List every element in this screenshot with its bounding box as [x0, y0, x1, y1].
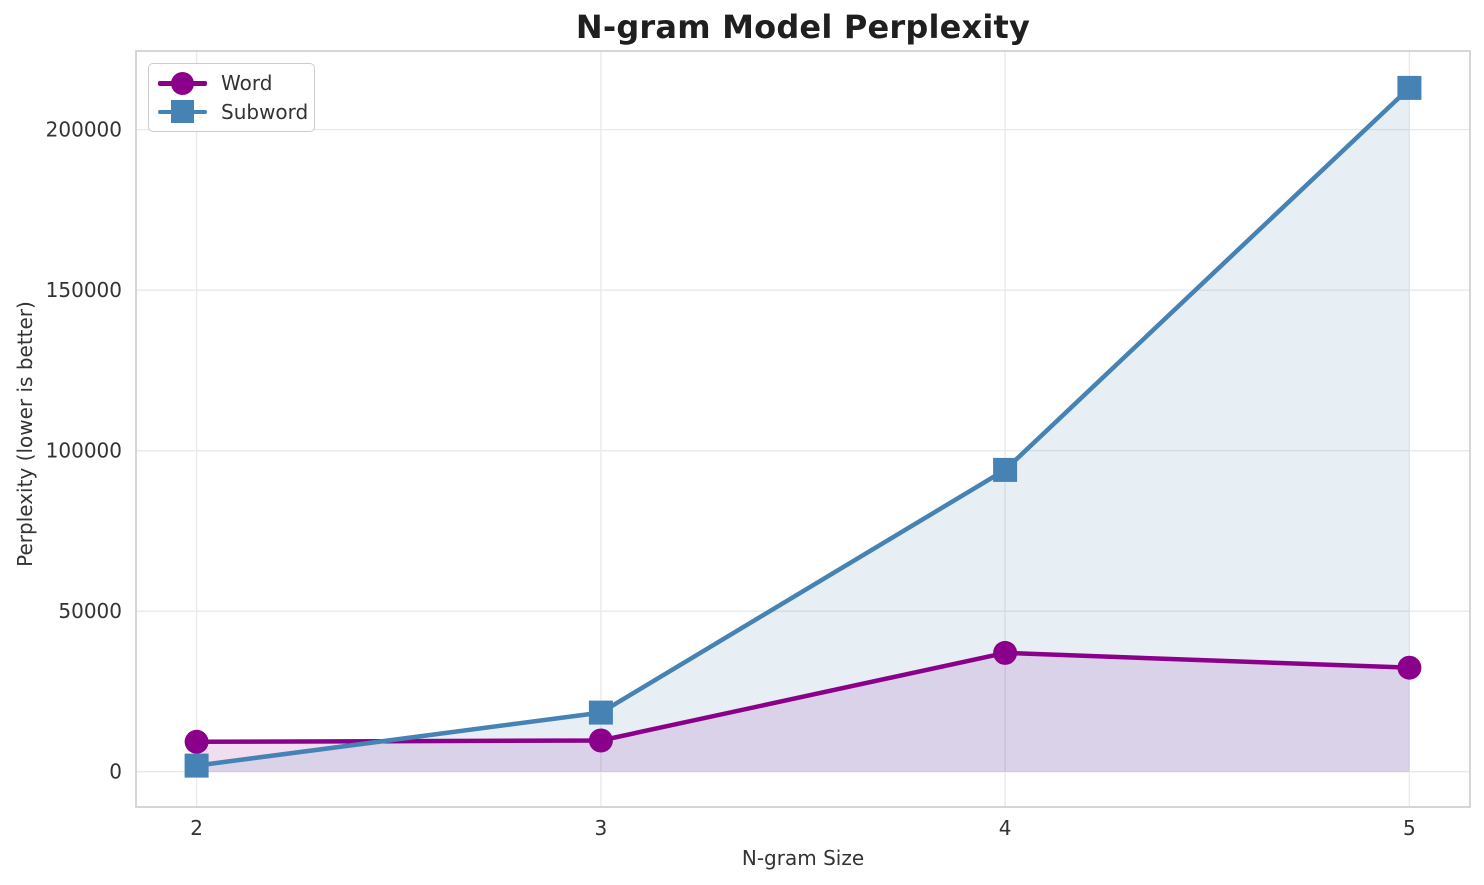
word-legend-circle	[171, 71, 194, 95]
word-marker-2	[184, 729, 209, 754]
x-tick-5: 5	[1403, 816, 1416, 840]
x-tick-4: 4	[999, 816, 1012, 840]
y-tick-150000: 150000	[46, 278, 122, 302]
legend-label-subword: Subword	[221, 99, 309, 124]
y-tick-100000: 100000	[46, 439, 122, 463]
y-tick-200000: 200000	[46, 118, 122, 142]
word-marker-4	[993, 640, 1018, 665]
x-tick-2: 2	[190, 816, 203, 840]
subword-legend-square	[171, 100, 194, 124]
word-marker-3	[588, 728, 613, 753]
legend-item-word: Word	[158, 69, 314, 98]
y-axis-label: Perplexity (lower is better)	[13, 301, 37, 567]
subword-area	[196, 87, 1410, 772]
word-marker-icon	[158, 71, 207, 96]
y-tick-0: 0	[109, 760, 122, 784]
legend: Word Subword	[148, 63, 315, 132]
legend-label-word: Word	[221, 71, 273, 96]
chart-title: N-gram Model Perplexity	[575, 8, 1031, 46]
subword-marker-2	[184, 753, 209, 778]
subword-line	[196, 86, 1411, 768]
plot-border	[135, 50, 1471, 808]
x-tick-3: 3	[595, 816, 608, 840]
subword-marker-3	[588, 700, 613, 725]
subword-marker-4	[993, 457, 1018, 482]
y-tick-50000: 50000	[58, 599, 122, 623]
x-axis-label: N-gram Size	[741, 846, 865, 870]
subword-marker-5	[1397, 75, 1422, 100]
legend-item-subword: Subword	[158, 98, 314, 127]
word-marker-5	[1397, 655, 1422, 680]
subword-marker-icon	[158, 99, 207, 124]
